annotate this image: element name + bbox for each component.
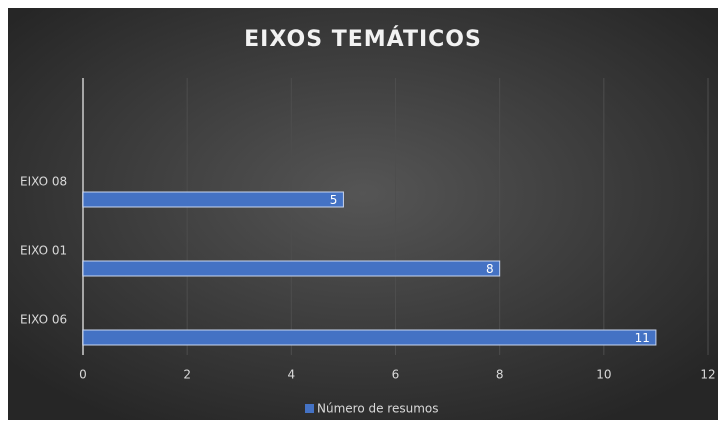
x-tick-label: 12 [700, 368, 715, 382]
bar [82, 191, 344, 208]
x-tick-label: 2 [183, 368, 191, 382]
data-label: 11 [635, 331, 650, 345]
x-tick-label: 10 [596, 368, 611, 382]
x-tick-label: 0 [79, 368, 87, 382]
x-tick-label: 4 [288, 368, 296, 382]
x-tick-label: 8 [496, 368, 504, 382]
data-label: 5 [330, 193, 338, 207]
y-tick-label: EIXO 08 [20, 175, 67, 189]
data-label: 8 [486, 262, 494, 276]
bar [82, 260, 501, 277]
bar [82, 329, 657, 346]
legend-label: Número de resumos [317, 402, 439, 416]
y-tick-label: EIXO 06 [20, 313, 67, 327]
chart-title: EIXOS TEMÁTICOS [244, 26, 482, 52]
x-tick-label: 6 [392, 368, 400, 382]
legend-swatch [305, 404, 314, 413]
chart-background [8, 8, 718, 420]
y-tick-label: EIXO 01 [20, 244, 67, 258]
